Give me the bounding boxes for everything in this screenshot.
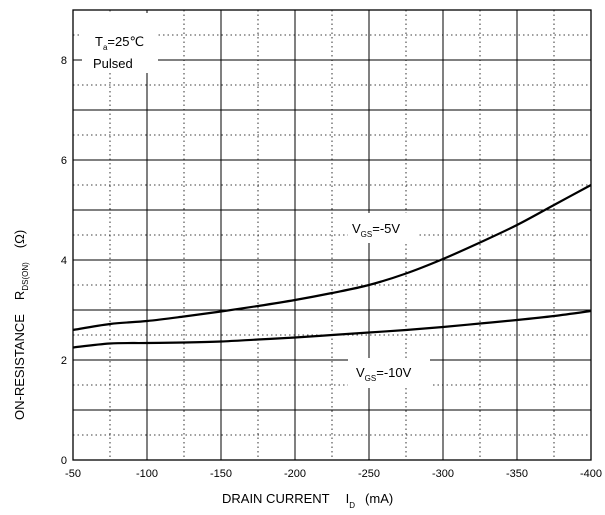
pulsed-annotation: Pulsed — [93, 56, 133, 71]
y-tick-label: 6 — [61, 155, 67, 167]
x-tick-label: -100 — [136, 468, 158, 480]
conditions-box-bg — [82, 13, 158, 73]
x-axis-label: DRAIN CURRENT ID (mA) — [222, 491, 393, 510]
series-label-vgs-10v: VGS=-10V — [356, 365, 412, 383]
x-tick-label: -300 — [432, 468, 454, 480]
x-tick-label: -350 — [506, 468, 528, 480]
y-axis-label: ON-RESISTANCERDS(ON)(Ω) — [12, 230, 30, 420]
x-tick-label: -50 — [65, 468, 81, 480]
series-label-bg-5v — [348, 213, 418, 243]
plot-frame — [72, 9, 592, 461]
y-tick-label: 0 — [61, 455, 67, 467]
x-tick-label: -150 — [210, 468, 232, 480]
series-label-vgs-5v: VGS=-5V — [352, 221, 400, 239]
y-tick-labels: 0 2 4 6 8 — [61, 55, 67, 467]
ta-annotation: Ta=25℃ — [95, 34, 144, 52]
y-tick-label: 2 — [61, 355, 67, 367]
series-label-bg-10v — [348, 358, 430, 388]
grid — [73, 10, 591, 460]
x-tick-labels: -50 -100 -150 -200 -250 -300 -350 -400 — [65, 468, 602, 480]
series-lines — [72, 184, 592, 349]
x-tick-label: -400 — [580, 468, 602, 480]
x-tick-label: -200 — [284, 468, 306, 480]
series-line — [72, 309, 592, 349]
x-tick-label: -250 — [358, 468, 380, 480]
y-tick-label: 8 — [61, 55, 67, 67]
y-tick-label: 4 — [61, 255, 67, 267]
series-line — [72, 184, 592, 332]
